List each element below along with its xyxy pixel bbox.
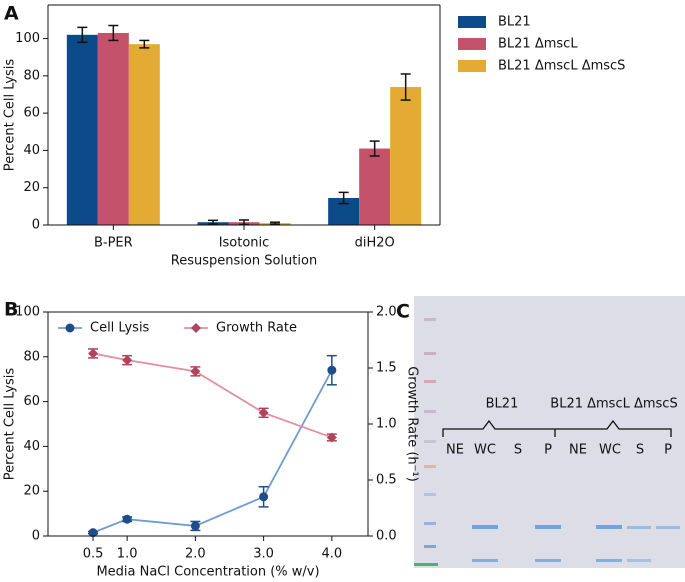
x-tick-label: 1.0 (117, 547, 138, 562)
marker (122, 355, 133, 366)
y-tick-label: 20 (23, 484, 40, 499)
y-tick-label: 80 (23, 349, 40, 364)
gel-bands (472, 525, 680, 562)
panel-label: C (396, 301, 410, 323)
x-tick-label: 0.5 (83, 547, 104, 562)
y2-axis-label: Growth Rate (h⁻¹) (405, 366, 420, 482)
marker (122, 514, 132, 524)
legend-label: BL21 ΔmscL ΔmscS (498, 59, 625, 74)
gel-lane-label: WC (599, 443, 621, 458)
y-axis-label: Percent Cell Lysis (3, 59, 18, 172)
legend-swatch (458, 60, 486, 72)
y-tick-label: 1.0 (376, 417, 397, 432)
y-tick-label: 20 (23, 180, 40, 195)
marker (190, 521, 200, 531)
gel-lane-label: NE (446, 443, 464, 458)
y-tick-label: 2.0 (376, 305, 397, 320)
gel-lane-label: S (636, 443, 644, 458)
marker (190, 366, 201, 377)
bar (128, 44, 160, 225)
gel-lane-label: S (514, 443, 522, 458)
bar (97, 32, 129, 226)
x-axis-label: Media NaCl Concentration (% w/v) (96, 565, 319, 580)
y-tick-label: 80 (23, 68, 40, 83)
legend-label: BL21 ΔmscL (498, 37, 578, 52)
gel-image (414, 296, 685, 568)
x-tick-label: B-PER (94, 236, 133, 251)
x-axis-label: Resuspension Solution (171, 254, 317, 269)
y-tick-label: 0.0 (376, 529, 397, 544)
line (92, 369, 333, 534)
y-tick-label: 60 (23, 394, 40, 409)
y-tick-label: 0.5 (376, 473, 397, 488)
gel-bracket (442, 419, 672, 437)
gel-lane-label: P (544, 443, 552, 458)
gel-lane-label: NE (569, 443, 587, 458)
gel-lane-label: P (664, 443, 672, 458)
legend-swatch (458, 38, 486, 50)
y-tick-label: 0 (32, 218, 40, 233)
x-tick-label: 4.0 (321, 547, 342, 562)
bar (359, 148, 391, 225)
legend-label: BL21 (498, 15, 531, 30)
gel-ladder (414, 318, 438, 566)
marker (88, 348, 99, 359)
y-tick-label: 40 (23, 439, 40, 454)
bar (390, 87, 422, 225)
y-tick-label: 1.5 (376, 361, 397, 376)
y-tick-label: 100 (15, 31, 40, 46)
x-tick-label: 2.0 (185, 547, 206, 562)
line (92, 352, 333, 439)
marker (258, 407, 269, 418)
legend-swatch (458, 16, 486, 28)
marker (326, 432, 337, 443)
gel-group-label: BL21 ΔmscL ΔmscS (550, 397, 677, 412)
bar (66, 34, 98, 226)
gel-lane-label: WC (474, 443, 496, 458)
legend-marker (191, 323, 201, 333)
y-tick-label: 40 (23, 143, 40, 158)
panel-label: B (4, 299, 18, 321)
marker (327, 365, 337, 375)
legend-marker (65, 323, 75, 333)
y-tick-label: 60 (23, 106, 40, 121)
gel-group-label: BL21 (486, 397, 519, 412)
y-tick-label: 100 (15, 305, 40, 320)
x-tick-label: Isotonic (219, 236, 270, 251)
y-tick-label: 0 (32, 529, 40, 544)
x-tick-label: 3.0 (253, 547, 274, 562)
x-tick-label: diH2O (355, 236, 395, 251)
legend-label: Cell Lysis (90, 321, 150, 336)
marker (88, 528, 98, 538)
panel-label: A (4, 3, 19, 25)
marker (259, 492, 269, 502)
spine (47, 311, 369, 537)
y-axis-label: Percent Cell Lysis (3, 368, 18, 481)
legend-label: Growth Rate (216, 321, 297, 336)
